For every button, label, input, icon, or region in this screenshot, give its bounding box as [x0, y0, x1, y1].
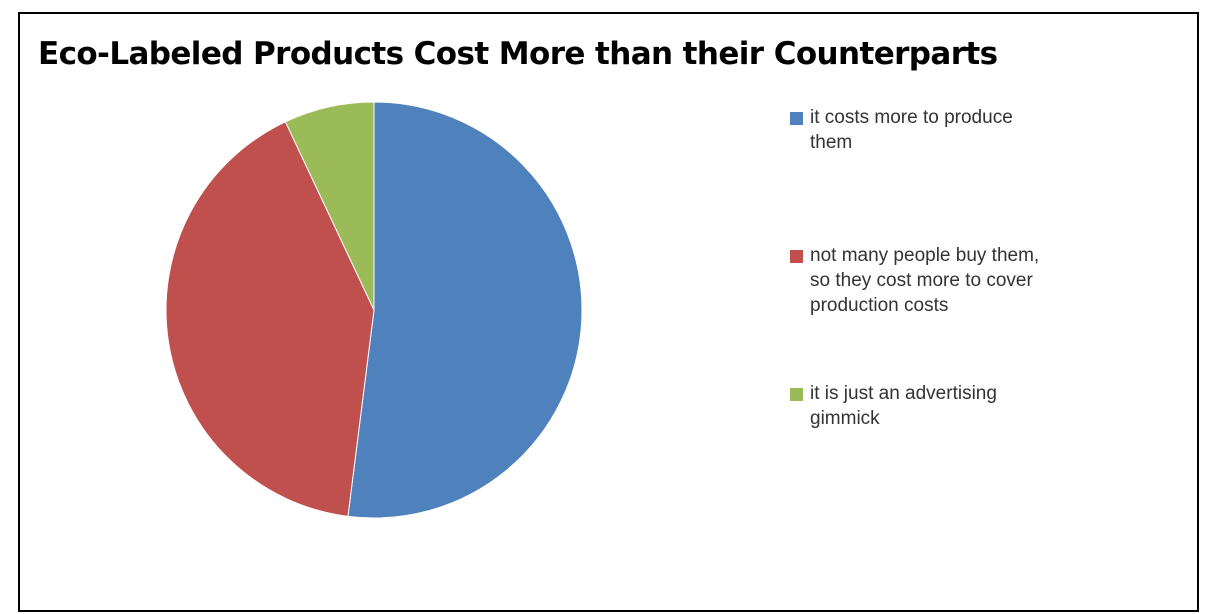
legend-item-few-buyers: not many people buy them, so they cost m… [790, 243, 1060, 318]
legend-label: not many people buy them, so they cost m… [810, 245, 1040, 316]
legend-swatch [790, 250, 803, 263]
pie-slice-2 [165, 121, 375, 517]
chart-title: Eco-Labeled Products Cost More than thei… [38, 36, 998, 72]
legend-label: it is just an advertising gimmick [810, 383, 997, 429]
pie-slice-3 [284, 101, 375, 311]
pie-chart [165, 101, 583, 519]
legend-swatch [790, 112, 803, 125]
legend-item-gimmick: it is just an advertising gimmick [790, 381, 1060, 431]
legend-label: it costs more to produce them [810, 107, 1013, 153]
pie-slice-1 [347, 101, 583, 519]
chart-frame: Eco-Labeled Products Cost More than thei… [18, 12, 1199, 612]
legend-item-produce: it costs more to produce them [790, 105, 1060, 155]
legend-swatch [790, 388, 803, 401]
